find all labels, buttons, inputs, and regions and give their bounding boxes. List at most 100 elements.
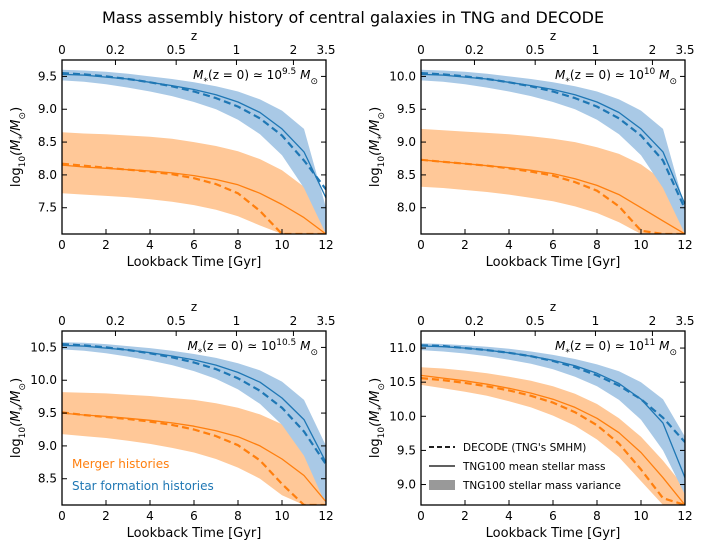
z-tick-label: 3.5 (316, 43, 335, 57)
z-tick-label: 0.5 (167, 314, 186, 328)
x-tick-label: 2 (102, 509, 110, 523)
z-tick-label: 1 (233, 314, 241, 328)
x-tick-label: 8 (234, 509, 242, 523)
x-tick-label: 10 (633, 509, 648, 523)
y-tick-label: 9.5 (38, 406, 57, 420)
y-tick-label: 9.5 (397, 443, 416, 457)
x-tick-label: 12 (677, 509, 692, 523)
sfh-variance-band (421, 343, 685, 495)
z-tick-label: 0.2 (106, 43, 125, 57)
x-tick-label: 8 (234, 238, 242, 252)
panels: 0 2 4 6 8 10 127.58.08.59.09.50 0.2 0.5 1 2 3.5zLoo… (9, 29, 695, 541)
x-tick-label: 4 (146, 509, 154, 523)
panel-text-label-sfh: Star formation histories (72, 479, 214, 493)
y-tick-label: 7.5 (38, 201, 57, 215)
y-tick-label: 9.0 (38, 102, 57, 116)
x-tick-label: 12 (677, 238, 692, 252)
chart-panel-top-left: 0 2 4 6 8 10 127.58.08.59.09.50 0.2 0.5 1 2 3.5zLoo… (9, 29, 336, 270)
z-tick-label: 0.5 (526, 314, 545, 328)
x-tick-label: 6 (549, 238, 557, 252)
z-tick-label: 0 (58, 43, 66, 57)
z-tick-label: 1 (592, 43, 600, 57)
y-tick-label: 8.5 (397, 168, 416, 182)
y-tick-label: 10.5 (30, 340, 57, 354)
top-axis-label: z (550, 29, 556, 43)
x-tick-label: 2 (461, 509, 469, 523)
mass-annotation: M*(z = 0) ≃ 1011 M⊙ (555, 338, 677, 358)
x-axis-label: Lookback Time [Gyr] (127, 255, 262, 270)
merger-decode-line (421, 158, 685, 234)
y-tick-label: 10.0 (389, 409, 416, 423)
y-axis-label: log10(M*/M⊙) (368, 107, 387, 187)
plot-area (421, 69, 685, 234)
sfh-variance-band (62, 69, 326, 234)
z-tick-label: 0 (417, 43, 425, 57)
sfh-decode-line (62, 72, 326, 191)
merger-decode-line (62, 162, 326, 234)
z-tick-label: 0.2 (465, 43, 484, 57)
y-axis-label: log10(M*/M⊙) (368, 378, 387, 458)
x-tick-label: 6 (190, 509, 198, 523)
z-tick-label: 0.2 (106, 314, 125, 328)
z-tick-label: 2 (290, 314, 298, 328)
x-tick-label: 10 (274, 238, 289, 252)
y-tick-label: 8.5 (38, 472, 57, 486)
y-tick-label: 9.5 (38, 69, 57, 83)
x-tick-label: 4 (505, 509, 513, 523)
x-tick-label: 10 (274, 509, 289, 523)
chart-panel-bottom-right: 0 2 4 6 8 10 129.09.510.010.511.00 0.2 0.5 1 2 3.5z… (368, 300, 695, 541)
chart-panel-top-right: 0 2 4 6 8 10 128.08.59.09.510.00 0.2 0.5 1 2 3.5zLo… (368, 29, 695, 270)
x-tick-label: 8 (593, 509, 601, 523)
merger-decode-line (62, 411, 326, 505)
mass-annotation: M*(z = 0) ≃ 1010 M⊙ (555, 67, 677, 87)
merger-variance-band (62, 132, 326, 234)
z-tick-label: 3.5 (675, 43, 694, 57)
x-tick-label: 12 (318, 509, 333, 523)
plot-area (62, 342, 326, 505)
x-tick-label: 4 (146, 238, 154, 252)
z-tick-label: 0 (58, 314, 66, 328)
mass-annotation: M*(z = 0) ≃ 109.5 M⊙ (193, 67, 318, 87)
x-tick-label: 12 (318, 238, 333, 252)
y-tick-label: 8.5 (38, 135, 57, 149)
y-tick-label: 8.0 (397, 201, 416, 215)
sfh-variance-band (421, 69, 685, 234)
sfh-decode-line (62, 343, 326, 465)
z-tick-label: 1 (233, 43, 241, 57)
plot-area (421, 343, 685, 505)
x-tick-label: 2 (102, 238, 110, 252)
y-tick-label: 9.5 (397, 102, 416, 116)
merger-variance-band (62, 392, 326, 505)
x-axis-label: Lookback Time [Gyr] (486, 255, 621, 270)
plot-area (62, 69, 326, 234)
x-tick-label: 10 (633, 238, 648, 252)
y-tick-label: 10.0 (389, 69, 416, 83)
chart-panel-bottom-left: 0 2 4 6 8 10 128.59.09.510.010.50 0.2 0.5 1 2 3.5zL… (9, 300, 336, 541)
z-tick-label: 3.5 (316, 314, 335, 328)
y-tick-label: 10.0 (30, 373, 57, 387)
x-tick-label: 0 (58, 509, 66, 523)
z-tick-label: 0.5 (167, 43, 186, 57)
top-axis-label: z (191, 300, 197, 314)
z-tick-label: 0 (417, 314, 425, 328)
x-axis-label: Lookback Time [Gyr] (127, 526, 262, 541)
legend-label: DECODE (TNG's SMHM) (463, 442, 586, 454)
y-tick-label: 11.0 (389, 341, 416, 355)
y-axis-label: log10(M*/M⊙) (9, 378, 28, 458)
mass-annotation: M*(z = 0) ≃ 1010.5 M⊙ (187, 338, 318, 358)
legend: DECODE (TNG's SMHM) TNG100 mean stellar m… (429, 442, 621, 492)
y-tick-label: 9.0 (397, 135, 416, 149)
y-tick-label: 10.5 (389, 375, 416, 389)
z-tick-label: 0.5 (526, 43, 545, 57)
y-tick-label: 8.0 (38, 168, 57, 182)
x-tick-label: 6 (549, 509, 557, 523)
top-axis-label: z (191, 29, 197, 43)
x-tick-label: 0 (417, 509, 425, 523)
sfh-decode-line (421, 72, 685, 210)
x-tick-label: 4 (505, 238, 513, 252)
legend-label: TNG100 mean stellar mass (462, 461, 605, 473)
z-tick-label: 1 (592, 314, 600, 328)
y-tick-label: 9.0 (397, 478, 416, 492)
x-tick-label: 2 (461, 238, 469, 252)
